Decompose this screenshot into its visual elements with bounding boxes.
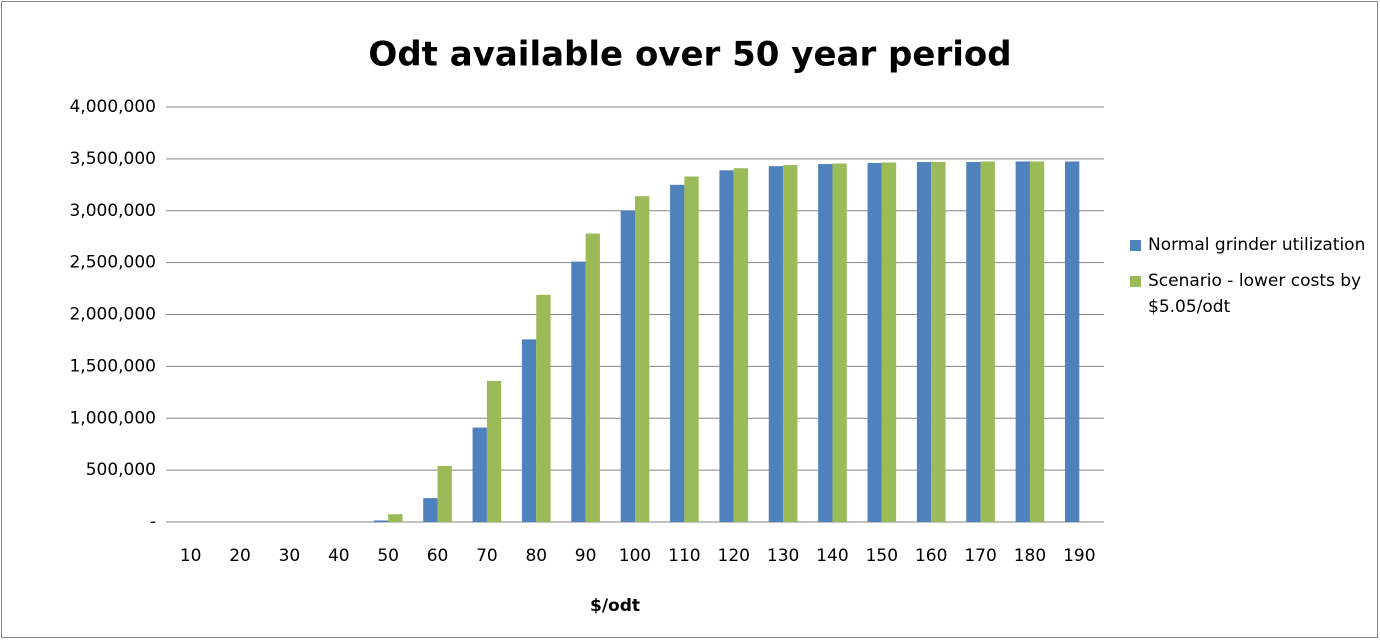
- bar: [832, 163, 847, 522]
- legend-label: Normal grinder utilization: [1148, 235, 1366, 255]
- x-tick-label: 70: [476, 546, 498, 566]
- x-tick-label: 180: [1014, 546, 1046, 566]
- bar: [684, 176, 699, 522]
- bar: [881, 162, 897, 522]
- legend-swatch: [1130, 276, 1141, 287]
- bar: [867, 163, 882, 522]
- x-tick-label: 100: [619, 546, 651, 566]
- y-tick-label: 2,000,000: [69, 305, 156, 325]
- bar: [980, 161, 995, 522]
- bar: [536, 294, 551, 522]
- bar: [1029, 161, 1045, 522]
- bar: [571, 261, 586, 522]
- x-tick-label: 190: [1063, 546, 1095, 566]
- legend-swatch: [1130, 240, 1141, 251]
- bar: [783, 165, 798, 522]
- x-tick-label: 10: [180, 546, 202, 566]
- x-tick-label: 60: [427, 546, 449, 566]
- bar: [916, 161, 932, 523]
- x-tick-label: 170: [964, 546, 996, 566]
- x-tick-label: 150: [866, 546, 898, 566]
- legend-item: Normal grinder utilization: [1130, 232, 1370, 258]
- x-tick-label: 110: [668, 546, 700, 566]
- y-tick-label: 500,000: [86, 460, 156, 480]
- legend-label: Scenario - lower costs by $5.05/odt: [1148, 271, 1362, 317]
- y-tick-label: 1,000,000: [69, 408, 156, 428]
- y-tick-label: 3,000,000: [69, 201, 156, 221]
- x-tick-label: 140: [816, 546, 848, 566]
- x-tick-label: 90: [575, 546, 597, 566]
- bar: [521, 339, 537, 522]
- bar: [585, 233, 600, 522]
- y-tick-label: 3,500,000: [69, 149, 156, 169]
- bar: [818, 164, 833, 522]
- y-tick-label: 2,500,000: [69, 253, 156, 273]
- x-tick-label: 130: [767, 546, 799, 566]
- x-tick-label: 20: [229, 546, 251, 566]
- bar: [635, 196, 650, 522]
- bar: [966, 161, 981, 523]
- bar: [388, 514, 403, 522]
- bar: [768, 166, 784, 522]
- bar: [373, 520, 389, 522]
- bar: [472, 427, 487, 522]
- bar: [620, 210, 635, 522]
- x-tick-label: 30: [279, 546, 301, 566]
- x-tick-label: 160: [915, 546, 947, 566]
- x-axis-title: $/odt: [590, 596, 640, 616]
- chart-title: Odt available over 50 year period: [368, 35, 1011, 75]
- bar: [670, 184, 685, 522]
- bar: [931, 161, 946, 523]
- bar: [423, 498, 438, 522]
- legend: Normal grinder utilization Scenario - low…: [1130, 232, 1370, 330]
- bar: [1015, 161, 1030, 522]
- bar: [733, 168, 749, 522]
- x-tick-label: 50: [377, 546, 399, 566]
- legend-item: Scenario - lower costs by $5.05/odt: [1130, 268, 1370, 320]
- bar: [486, 380, 502, 522]
- y-tick-label: 1,500,000: [69, 356, 156, 376]
- x-tick-label: 120: [718, 546, 750, 566]
- y-tick-label: -: [150, 512, 156, 532]
- bar: [1064, 161, 1080, 522]
- y-tick-label: 4,000,000: [69, 97, 156, 117]
- bar: [719, 170, 734, 522]
- bar: [437, 465, 452, 522]
- x-tick-label: 80: [525, 546, 547, 566]
- x-tick-label: 40: [328, 546, 350, 566]
